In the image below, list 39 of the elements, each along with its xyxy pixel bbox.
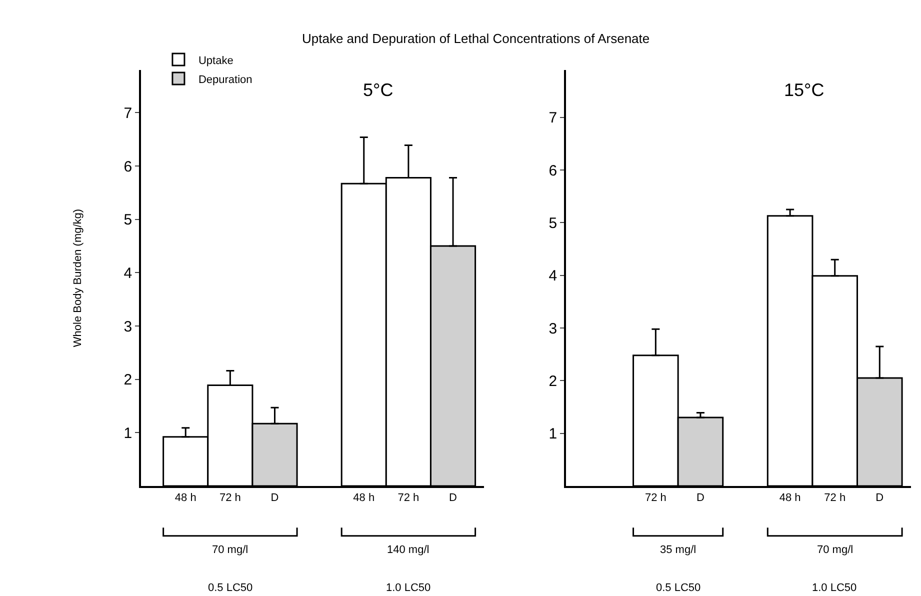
y-tick-label: 6 — [548, 162, 558, 180]
y-tick-label: 4 — [548, 268, 558, 285]
x-tick-label: D — [449, 492, 458, 504]
text: 35 mg/l — [660, 544, 696, 556]
legend-label: Depuration — [198, 74, 252, 86]
x-tick-label: 72 h — [219, 492, 241, 504]
text: 0.5 LC50 — [208, 582, 253, 594]
text: 15°C — [784, 80, 824, 100]
legend-label: Uptake — [198, 54, 234, 67]
y-tick-label: 4 — [124, 264, 132, 282]
x-tick-label: 72 h — [824, 492, 846, 504]
x-tick-label: D — [876, 492, 884, 504]
text: 70 mg/l — [817, 544, 854, 556]
text: 1.0 LC50 — [386, 582, 431, 594]
text: 140 mg/l — [387, 544, 430, 556]
y-tick-label: 7 — [124, 104, 132, 122]
y-axis-title: Whole Body Burden (mg/kg) — [72, 208, 84, 348]
x-tick-label: 72 h — [398, 492, 420, 504]
y-tick-label: 1 — [124, 424, 132, 442]
x-tick-label: 48 h — [779, 492, 801, 504]
text: 5°C — [363, 80, 394, 100]
y-tick-label: 2 — [548, 372, 558, 390]
y-tick-label: 5 — [548, 214, 558, 232]
y-tick-label: 5 — [124, 212, 132, 229]
x-tick-label: 72 h — [644, 492, 666, 504]
chart-title: Uptake and Depuration of Lethal Concentrations of Arsenate — [302, 31, 650, 46]
x-tick-label: 48 h — [174, 492, 196, 504]
text: 70 mg/l — [212, 544, 248, 556]
y-tick-label: 2 — [124, 372, 132, 389]
text: 1.0 LC50 — [812, 582, 857, 594]
x-tick-label: D — [696, 492, 704, 504]
y-tick-label: 6 — [124, 158, 132, 176]
y-tick-label: 3 — [124, 318, 132, 336]
y-tick-label: 3 — [548, 320, 558, 338]
x-tick-label: 48 h — [353, 492, 375, 504]
x-tick-label: D — [270, 492, 279, 504]
y-tick-label: 1 — [548, 426, 558, 443]
y-tick-label: 7 — [548, 110, 558, 127]
text: 0.5 LC50 — [656, 582, 701, 594]
